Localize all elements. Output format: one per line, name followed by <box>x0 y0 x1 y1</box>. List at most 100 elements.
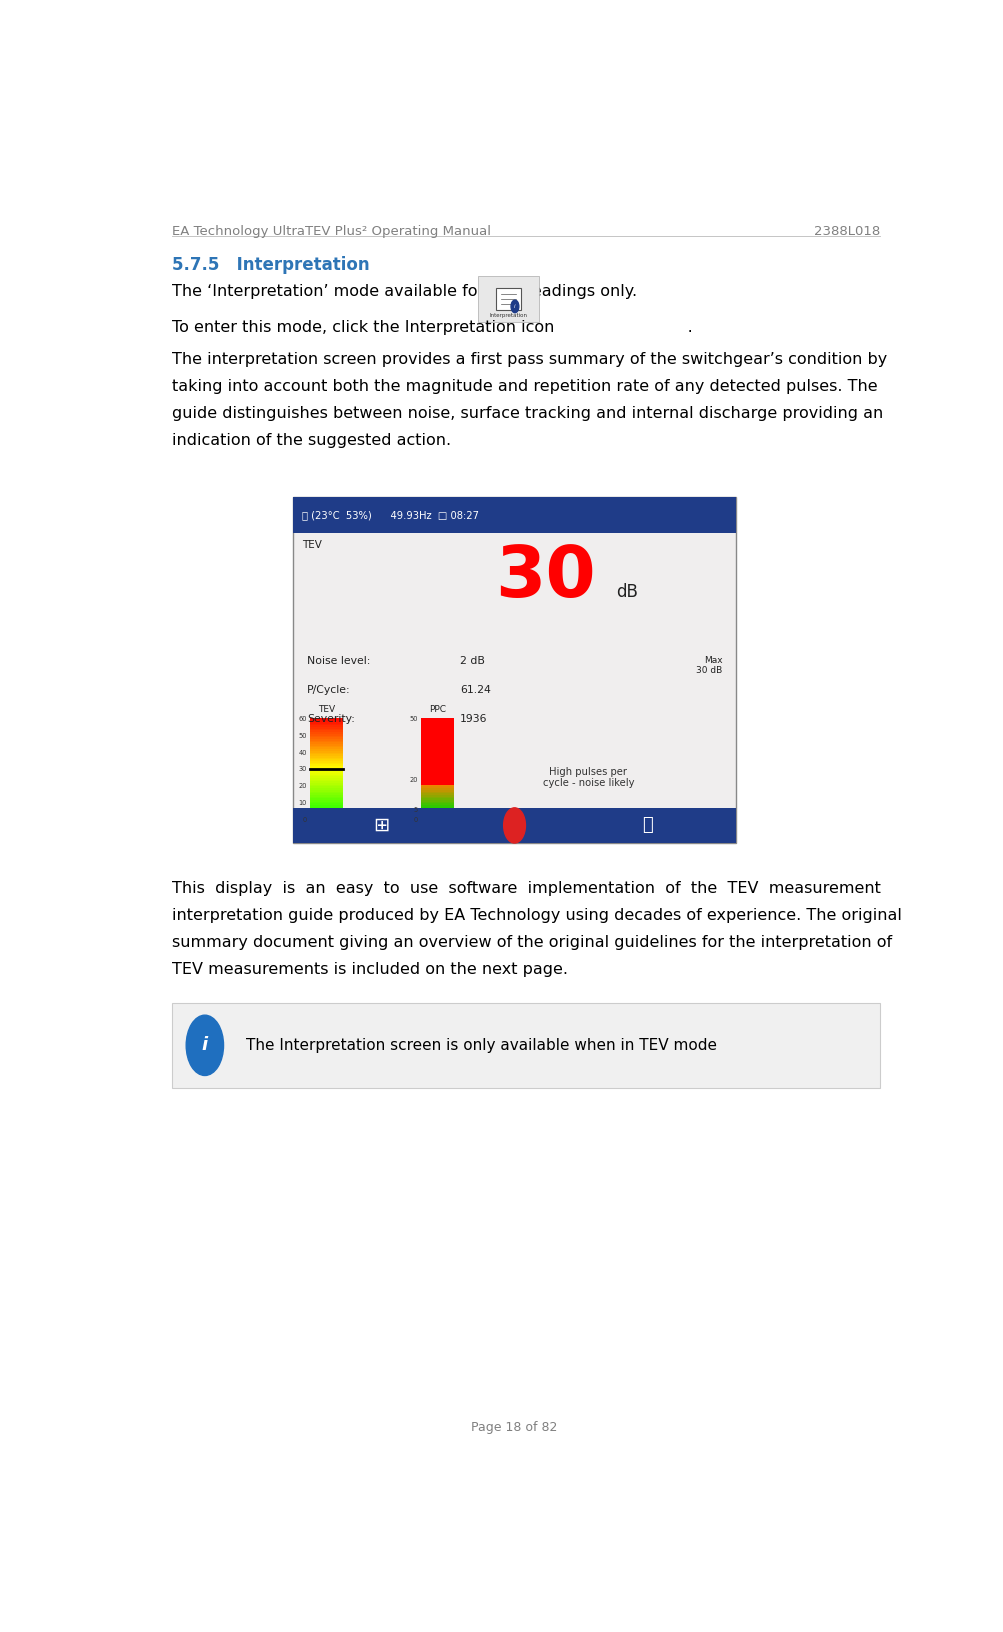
Bar <box>421 746 453 747</box>
Bar <box>421 788 453 790</box>
Bar <box>421 805 453 806</box>
Bar <box>421 718 453 720</box>
Bar <box>421 796 453 798</box>
Bar <box>421 736 453 739</box>
Bar <box>421 800 453 801</box>
Text: i: i <box>202 1036 208 1054</box>
Bar <box>310 787 342 788</box>
Bar <box>310 770 342 774</box>
Bar <box>421 792 453 793</box>
Text: High pulses per
cycle - noise likely: High pulses per cycle - noise likely <box>543 767 634 788</box>
Bar <box>421 752 453 754</box>
Bar <box>310 808 342 809</box>
Bar <box>421 790 453 792</box>
Text: 5: 5 <box>413 808 417 813</box>
Text: 2388L018: 2388L018 <box>813 225 880 238</box>
Bar <box>310 725 342 728</box>
Text: 1936: 1936 <box>459 713 487 723</box>
Bar <box>421 747 453 749</box>
Text: 2 dB: 2 dB <box>459 656 484 666</box>
FancyBboxPatch shape <box>495 287 521 310</box>
Bar <box>310 809 342 811</box>
Bar <box>421 728 453 731</box>
Bar <box>310 765 342 767</box>
Bar <box>310 803 342 805</box>
Text: TEV measurements is included on the next page.: TEV measurements is included on the next… <box>173 961 568 978</box>
Bar <box>310 795 342 796</box>
Bar <box>421 787 453 788</box>
Text: guide distinguishes between noise, surface tracking and internal discharge provi: guide distinguishes between noise, surfa… <box>173 406 883 421</box>
Text: Interpretation: Interpretation <box>489 313 528 318</box>
Bar <box>310 774 342 777</box>
Bar <box>310 796 342 798</box>
Bar <box>421 762 453 764</box>
Text: The ‘Interpretation’ mode available for TEV readings only.: The ‘Interpretation’ mode available for … <box>173 284 637 299</box>
Bar <box>421 764 453 765</box>
Text: TEV: TEV <box>302 540 322 550</box>
Bar <box>310 783 342 787</box>
Bar <box>421 765 453 767</box>
Bar <box>310 751 342 752</box>
Text: 5.7.5   Interpretation: 5.7.5 Interpretation <box>173 256 369 274</box>
Bar <box>310 757 342 759</box>
Text: 61.24: 61.24 <box>459 685 490 695</box>
Bar <box>421 756 453 757</box>
Bar <box>310 801 342 803</box>
Bar <box>310 756 342 757</box>
Text: ⊞: ⊞ <box>373 816 389 836</box>
Text: 20: 20 <box>298 783 307 790</box>
Bar <box>310 749 342 751</box>
Bar <box>310 816 342 819</box>
Bar <box>310 718 342 720</box>
Text: EA Technology UltraTEV Plus² Operating Manual: EA Technology UltraTEV Plus² Operating M… <box>173 225 490 238</box>
Bar <box>421 720 453 721</box>
FancyBboxPatch shape <box>477 276 539 322</box>
Text: 40: 40 <box>298 749 307 756</box>
Text: dB: dB <box>615 583 637 601</box>
Bar <box>421 730 453 733</box>
Bar <box>310 780 342 783</box>
Text: 0: 0 <box>413 818 417 824</box>
Bar <box>421 775 453 778</box>
Bar <box>421 818 453 821</box>
Bar <box>293 498 735 532</box>
Bar <box>421 780 453 783</box>
Bar <box>421 734 453 738</box>
Bar <box>421 739 453 743</box>
Bar <box>421 795 453 796</box>
Bar <box>421 777 453 780</box>
Text: 20: 20 <box>409 777 417 783</box>
Bar <box>310 744 342 746</box>
Bar <box>310 752 342 754</box>
Text: Max
30 dB: Max 30 dB <box>695 656 721 676</box>
Bar <box>310 754 342 756</box>
Text: ⏸: ⏸ <box>642 816 652 834</box>
Bar <box>421 751 453 752</box>
Bar <box>421 813 453 816</box>
Text: P/Cycle:: P/Cycle: <box>307 685 350 695</box>
Bar <box>421 798 453 800</box>
Bar <box>421 809 453 811</box>
Bar <box>310 747 342 749</box>
Bar <box>310 721 342 723</box>
Bar <box>421 814 453 818</box>
Bar <box>310 800 342 801</box>
Text: summary document giving an overview of the original guidelines for the interpret: summary document giving an overview of t… <box>173 935 892 950</box>
Bar <box>310 777 342 780</box>
Bar <box>421 721 453 723</box>
Bar <box>310 769 342 772</box>
Bar <box>310 775 342 778</box>
Text: Severity:: Severity: <box>307 713 354 723</box>
Bar <box>310 764 342 765</box>
Text: i: i <box>514 304 516 308</box>
Bar <box>421 767 453 770</box>
Bar <box>293 498 735 844</box>
Bar <box>310 793 342 795</box>
Bar <box>310 778 342 782</box>
Bar <box>421 806 453 808</box>
Bar <box>421 778 453 782</box>
Bar <box>310 792 342 793</box>
Bar <box>310 814 342 818</box>
Bar <box>310 811 342 814</box>
Bar <box>310 736 342 739</box>
